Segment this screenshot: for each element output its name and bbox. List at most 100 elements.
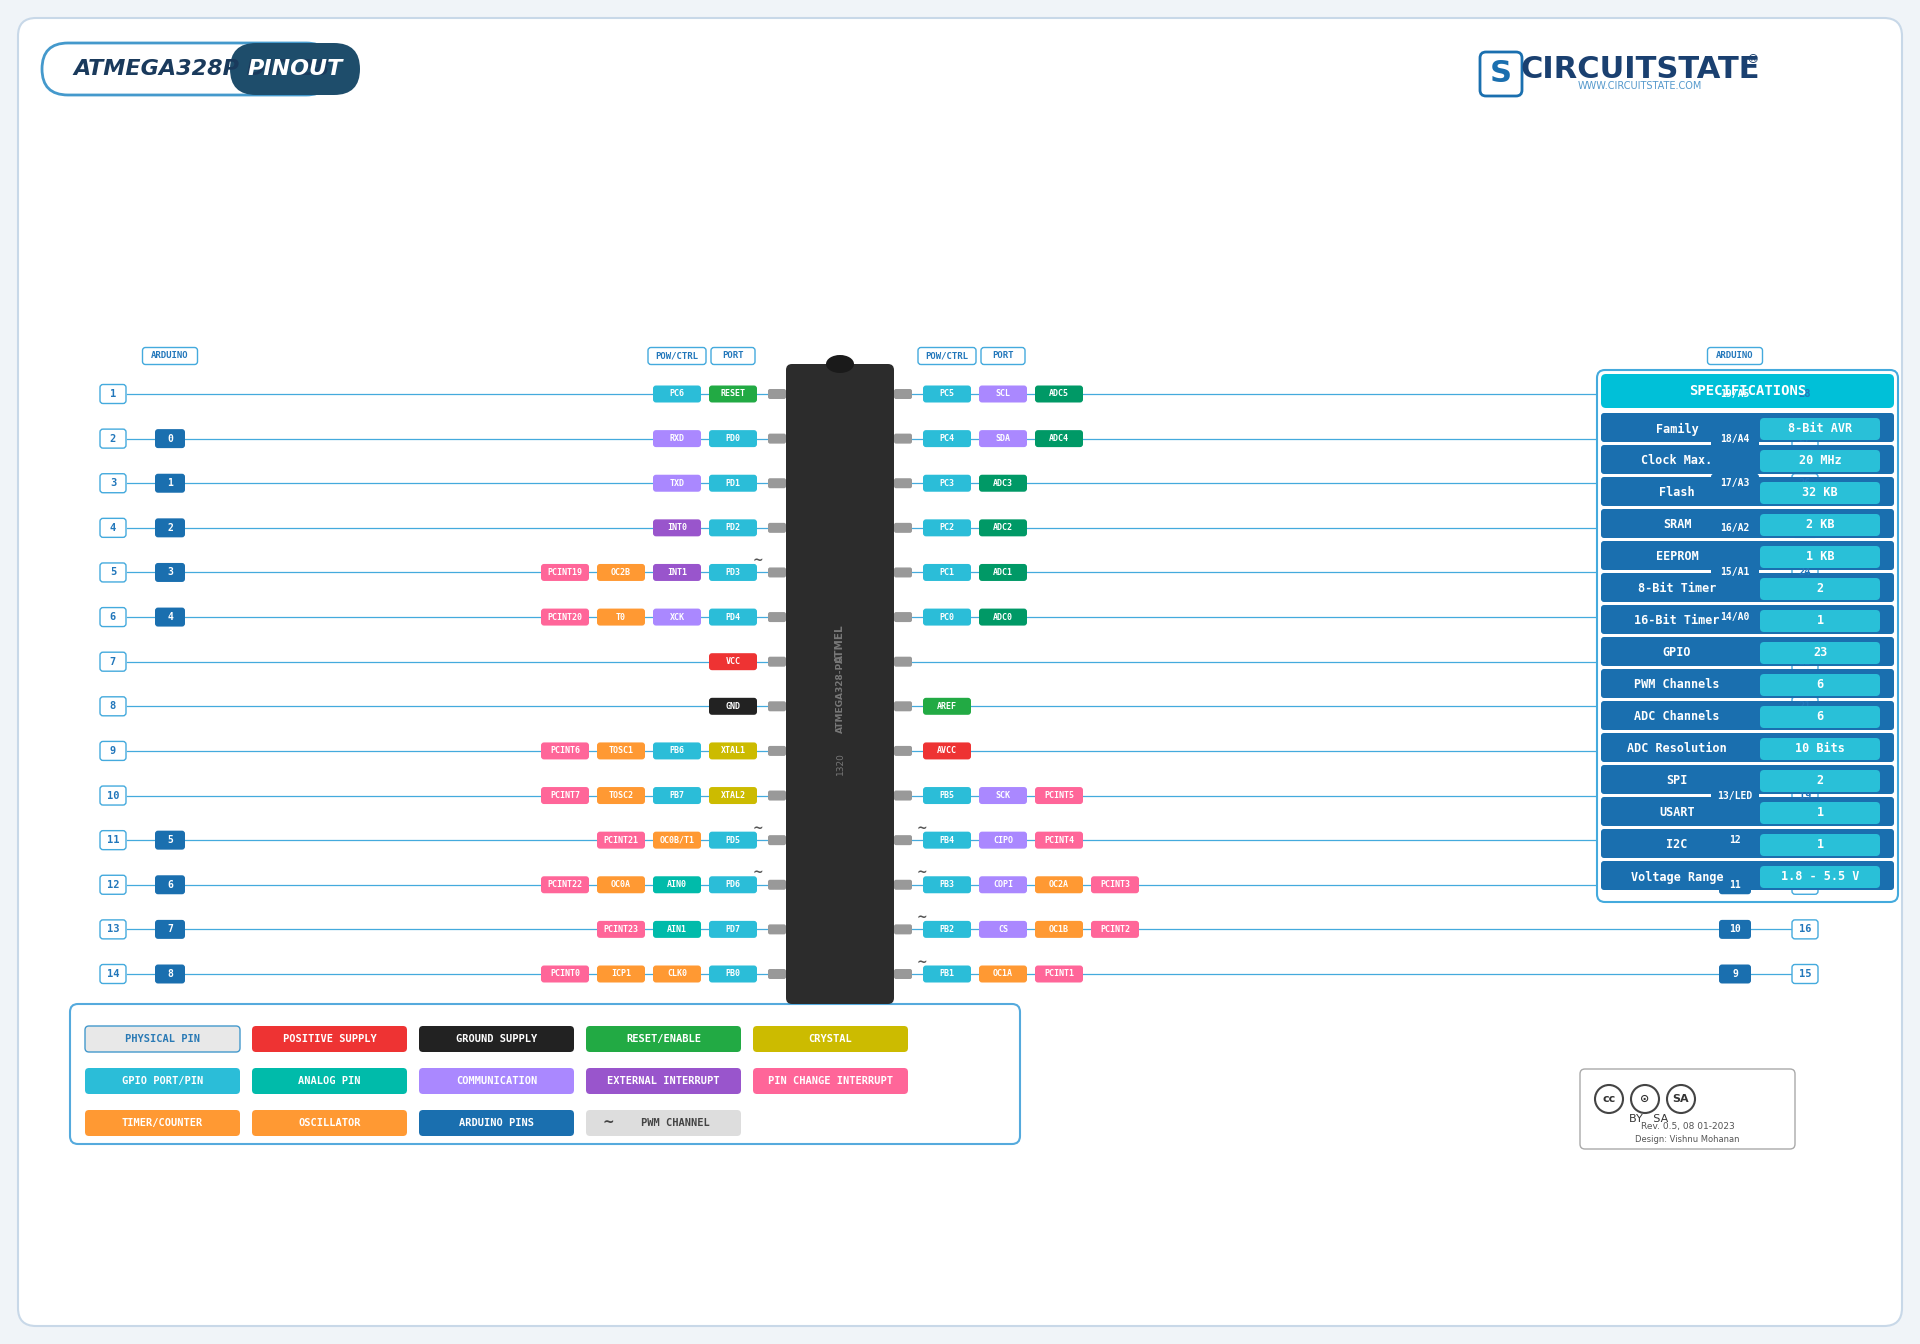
Text: RXD: RXD [670,434,685,444]
FancyBboxPatch shape [768,388,785,399]
Text: SCK: SCK [995,792,1010,800]
Text: OC2A: OC2A [1048,880,1069,890]
FancyBboxPatch shape [100,919,127,939]
FancyBboxPatch shape [100,965,127,984]
Text: 15: 15 [1799,969,1811,978]
FancyBboxPatch shape [17,17,1903,1327]
Text: INT0: INT0 [666,523,687,532]
FancyBboxPatch shape [768,925,785,934]
Text: RESET/ENABLE: RESET/ENABLE [626,1034,701,1044]
Text: XTAL1: XTAL1 [720,746,745,755]
FancyBboxPatch shape [653,788,701,804]
Text: PCINT2: PCINT2 [1100,925,1131,934]
FancyBboxPatch shape [586,1068,741,1094]
FancyBboxPatch shape [597,788,645,804]
Text: POSITIVE SUPPLY: POSITIVE SUPPLY [282,1034,376,1044]
FancyBboxPatch shape [1791,965,1818,984]
FancyBboxPatch shape [708,965,756,982]
FancyBboxPatch shape [979,386,1027,402]
Text: 20: 20 [1799,746,1811,755]
Text: CIPO: CIPO [993,836,1014,844]
Text: 1.8 - 5.5 V: 1.8 - 5.5 V [1782,871,1859,883]
Text: 10 Bits: 10 Bits [1795,742,1845,755]
FancyBboxPatch shape [100,831,127,849]
Text: 1: 1 [1816,806,1824,820]
Text: PC3: PC3 [939,478,954,488]
FancyBboxPatch shape [1035,832,1083,848]
FancyBboxPatch shape [768,434,785,444]
FancyBboxPatch shape [1601,765,1893,794]
FancyBboxPatch shape [710,348,755,364]
FancyBboxPatch shape [1601,509,1893,538]
FancyBboxPatch shape [768,612,785,622]
Text: PB4: PB4 [939,836,954,844]
Text: PWM Channels: PWM Channels [1634,679,1720,692]
FancyBboxPatch shape [69,1004,1020,1144]
FancyBboxPatch shape [419,1068,574,1094]
FancyBboxPatch shape [649,348,707,364]
FancyBboxPatch shape [768,478,785,488]
FancyBboxPatch shape [252,1068,407,1094]
FancyBboxPatch shape [1791,519,1818,538]
Text: 18: 18 [1799,835,1811,845]
FancyBboxPatch shape [156,965,184,984]
Text: PD5: PD5 [726,836,741,844]
FancyBboxPatch shape [785,364,895,1004]
Text: TOSC1: TOSC1 [609,746,634,755]
Text: PB5: PB5 [939,792,954,800]
Text: cc: cc [1603,1094,1615,1103]
Text: 3: 3 [109,478,115,488]
FancyBboxPatch shape [768,880,785,890]
FancyBboxPatch shape [653,474,701,492]
FancyBboxPatch shape [1761,706,1880,728]
Text: GND: GND [726,702,741,711]
FancyBboxPatch shape [895,478,912,488]
Text: SCL: SCL [995,390,1010,399]
Text: 12: 12 [108,880,119,890]
Text: 2: 2 [109,434,115,444]
FancyBboxPatch shape [653,876,701,894]
FancyBboxPatch shape [1761,835,1880,856]
FancyBboxPatch shape [1711,384,1759,403]
FancyBboxPatch shape [156,607,184,626]
FancyBboxPatch shape [895,657,912,667]
Text: SRAM: SRAM [1663,519,1692,531]
Text: 21: 21 [1799,702,1811,711]
Text: PD0: PD0 [726,434,741,444]
FancyBboxPatch shape [979,921,1027,938]
FancyBboxPatch shape [1791,875,1818,894]
FancyBboxPatch shape [924,965,972,982]
FancyBboxPatch shape [100,652,127,671]
FancyBboxPatch shape [100,473,127,493]
FancyBboxPatch shape [100,786,127,805]
Text: GPIO: GPIO [1663,646,1692,660]
Text: PCINT3: PCINT3 [1100,880,1131,890]
FancyBboxPatch shape [156,875,184,894]
FancyBboxPatch shape [653,965,701,982]
FancyBboxPatch shape [924,386,972,402]
Text: WWW.CIRCUITSTATE.COM: WWW.CIRCUITSTATE.COM [1578,81,1703,91]
FancyBboxPatch shape [156,473,184,493]
Text: ARDUINO: ARDUINO [1716,352,1753,360]
FancyBboxPatch shape [586,1025,741,1052]
Text: PC2: PC2 [939,523,954,532]
FancyBboxPatch shape [597,742,645,759]
Text: 14: 14 [108,969,119,978]
FancyBboxPatch shape [895,523,912,532]
FancyBboxPatch shape [895,388,912,399]
FancyBboxPatch shape [1791,652,1818,671]
FancyBboxPatch shape [1601,413,1893,442]
Text: SPECIFICATIONS: SPECIFICATIONS [1690,384,1807,398]
FancyBboxPatch shape [100,429,127,448]
FancyBboxPatch shape [895,835,912,845]
Text: PC5: PC5 [939,390,954,399]
Text: 8-Bit Timer: 8-Bit Timer [1638,582,1716,595]
Text: PCINT4: PCINT4 [1044,836,1073,844]
Text: PC4: PC4 [939,434,954,444]
FancyBboxPatch shape [1480,52,1523,95]
FancyBboxPatch shape [1718,875,1751,894]
Text: 6: 6 [109,612,115,622]
FancyBboxPatch shape [1761,578,1880,599]
FancyBboxPatch shape [1791,831,1818,849]
FancyBboxPatch shape [979,564,1027,581]
